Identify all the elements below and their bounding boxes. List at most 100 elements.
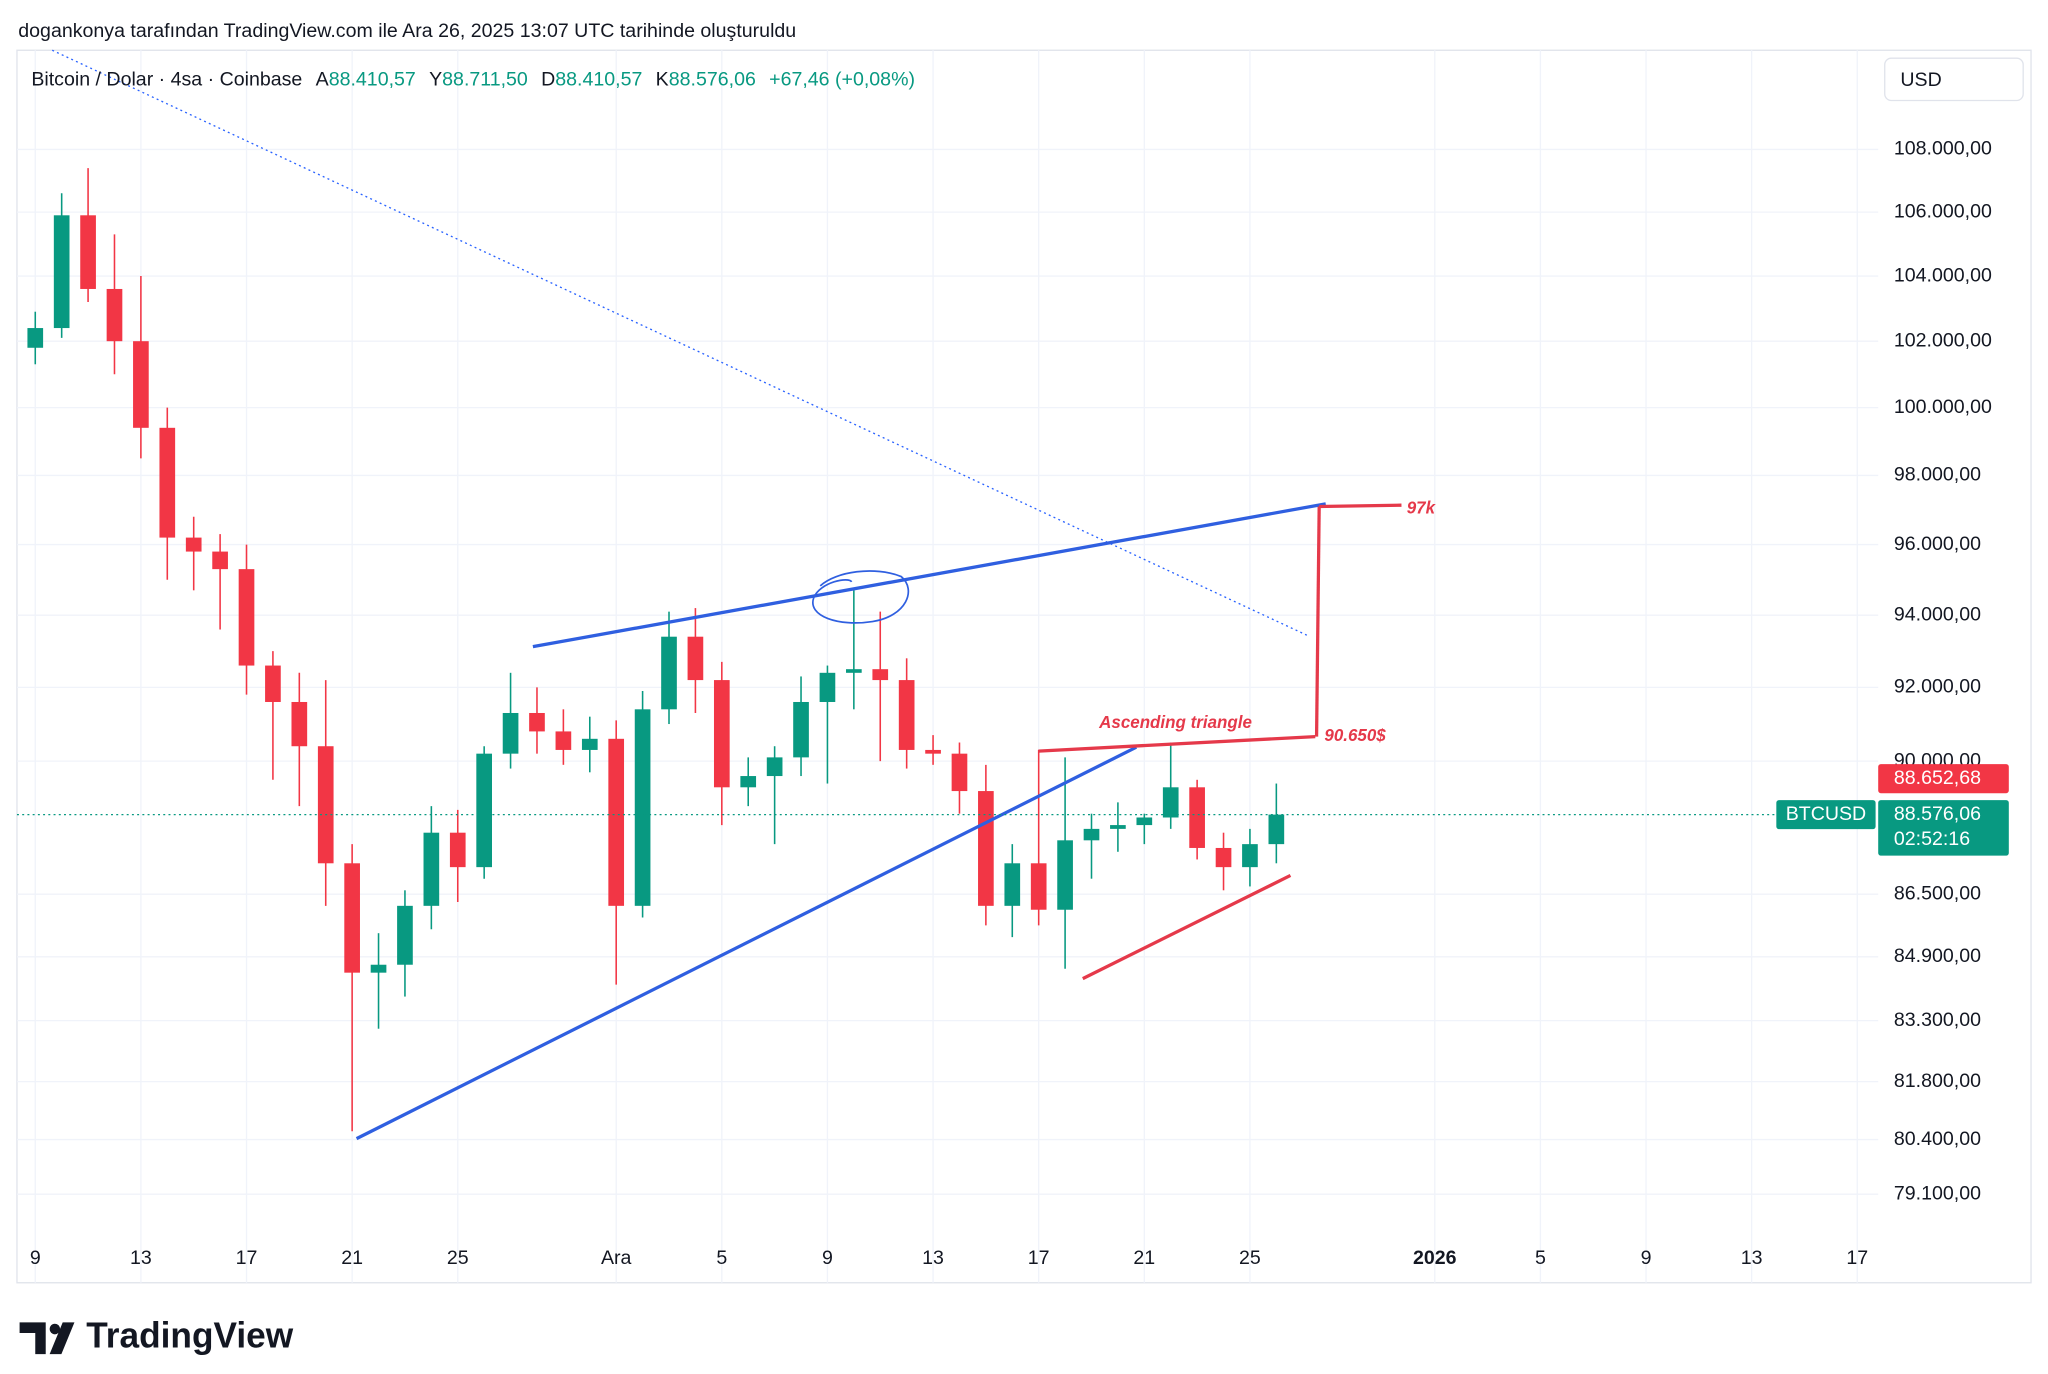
candle-body (133, 341, 149, 428)
legend-value: 88.576,06 (669, 69, 756, 91)
support-line (1082, 873, 1292, 981)
last-price-bg (1878, 800, 2009, 856)
x-tick-label: Ara (601, 1247, 632, 1269)
resistance-line (1038, 734, 1316, 753)
legend-key: K (656, 69, 669, 91)
candle-body (634, 709, 651, 906)
y-tick-label: 108.000,00 (1894, 138, 1992, 160)
x-tick-label: 17 (1028, 1247, 1050, 1269)
candle-body (80, 215, 96, 289)
y-tick-label: 96.000,00 (1894, 533, 1981, 555)
annotation: 90.650$ (1324, 726, 1386, 745)
symbol-tag-bg (1776, 800, 1876, 830)
candle-body (449, 832, 466, 868)
legend: Bitcoin / Dolar · 4sa · Coinbase A88.410… (31, 69, 915, 91)
candle-body (1083, 828, 1100, 841)
drawings: Ascending triangle 90.650$ 97k (355, 499, 1437, 1141)
candle-body (1136, 817, 1153, 826)
lower-trendline (355, 745, 1138, 1141)
candle-body (713, 680, 730, 788)
candle-body (846, 669, 862, 673)
candle-body (1030, 863, 1047, 910)
currency[interactable]: USD (1900, 69, 1941, 91)
candle-body (1242, 844, 1258, 868)
candle-body (265, 665, 281, 702)
legend-key: Y (429, 69, 442, 91)
caption: dogankonya tarafından TradingView.com il… (18, 20, 796, 42)
legend-value: 88.410,57 (329, 69, 416, 91)
candle-body (53, 215, 70, 329)
candle-body (423, 832, 440, 906)
x-tick-label: 21 (341, 1247, 363, 1269)
logo: TradingView (19, 1316, 294, 1356)
candle-body (1162, 787, 1179, 818)
y-tick-label: 92.000,00 (1894, 675, 1981, 697)
legend-value: 88.711,50 (442, 69, 528, 91)
logo-text: TradingView (86, 1316, 293, 1356)
y-tick-label: 100.000,00 (1894, 396, 1992, 418)
candle-body (661, 636, 677, 710)
circle-mark (812, 570, 910, 624)
y-tick-label: 86.500,00 (1894, 882, 1981, 904)
y-tick-label: 84.900,00 (1894, 945, 1981, 967)
candle-body (370, 964, 387, 973)
y-tick-label: 80.400,00 (1894, 1128, 1981, 1150)
candle-body (766, 757, 783, 777)
candle-body (159, 427, 176, 538)
x-tick-label: 9 (822, 1247, 833, 1269)
candle-body (529, 712, 545, 732)
x-tick-label: 25 (1239, 1247, 1261, 1269)
candle-body (1215, 847, 1232, 868)
candle-body (397, 905, 413, 965)
candle-body (344, 863, 360, 973)
x-tick-label: 21 (1133, 1247, 1155, 1269)
price-marker-label: 88.652,68 (1894, 767, 1981, 789)
candle-body (1110, 825, 1126, 829)
candle-body (291, 701, 308, 747)
candle-body (555, 731, 572, 750)
candle-body (317, 746, 334, 864)
candle-body (740, 776, 757, 788)
last-price-label: 88.576,06 (1894, 803, 1981, 825)
legend-value: 88.410,57 (555, 69, 642, 91)
candle-body (1268, 814, 1285, 845)
upper-trendline (532, 502, 1327, 649)
x-tick-label: 25 (447, 1247, 469, 1269)
y-tick-label: 83.300,00 (1894, 1009, 1981, 1031)
countdown: 02:52:16 (1894, 828, 1970, 850)
candle-body (608, 738, 625, 906)
x-tick-label: 5 (716, 1247, 727, 1269)
target-line (1314, 506, 1321, 737)
x-tick-label: 13 (130, 1247, 152, 1269)
logo-icon (49, 1323, 61, 1335)
symbol-info: Bitcoin / Dolar · 4sa · Coinbase (31, 69, 302, 91)
x-tick-label: 13 (922, 1247, 944, 1269)
y-tick-label: 98.000,00 (1894, 464, 1981, 486)
x-tick-label: 9 (1641, 1247, 1652, 1269)
legend-key: A (316, 69, 330, 91)
candle-body (687, 636, 704, 681)
candle-body (951, 753, 968, 792)
currency-button[interactable] (1884, 57, 2024, 102)
x-tick-label: 13 (1741, 1247, 1763, 1269)
candle-body (185, 537, 202, 552)
price-marker-bg (1878, 764, 2009, 794)
candle-body (925, 749, 941, 754)
y-tick-label: 79.100,00 (1894, 1182, 1981, 1204)
candle-body (978, 791, 994, 906)
candle-body (238, 569, 255, 666)
dotted-trendline (51, 49, 1310, 637)
symbol-tag: BTCUSD (1786, 803, 1867, 825)
y-tick-label: 94.000,00 (1894, 603, 1981, 625)
annotation: Ascending triangle (1098, 713, 1252, 732)
x-tick-label: 2026 (1413, 1247, 1457, 1269)
candle-body (1057, 840, 1073, 910)
y-tick-label: 102.000,00 (1894, 329, 1992, 351)
candle-body (819, 672, 836, 702)
candle-body (212, 551, 228, 570)
pane-border (16, 49, 2032, 1284)
legend-change: +67,46 (+0,08%) (769, 69, 915, 91)
candle-body (898, 680, 915, 750)
